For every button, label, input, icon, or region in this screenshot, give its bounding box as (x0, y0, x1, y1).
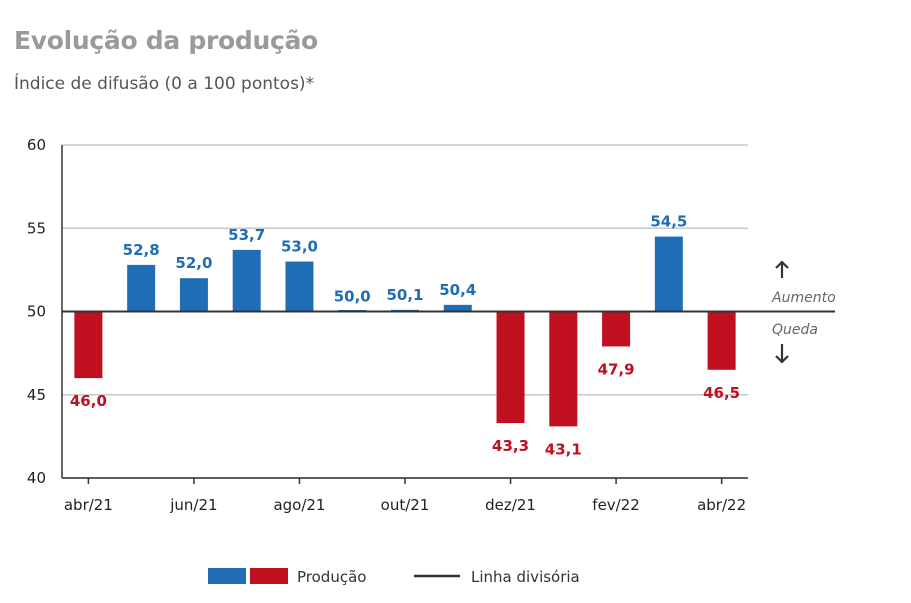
bars (74, 236, 736, 427)
bar-jun/21 (179, 278, 208, 312)
x-tick-label: jun/21 (169, 496, 217, 514)
data-label-mar/22: 54,5 (650, 213, 687, 231)
bar-jul/21 (232, 249, 261, 312)
y-tick-label: 45 (27, 386, 46, 404)
data-label-out/21: 50,1 (386, 286, 423, 304)
data-label-jun/21: 52,0 (175, 254, 212, 272)
chart-title: Evolução da produção (14, 26, 318, 55)
x-tick-label: abr/22 (697, 496, 746, 514)
data-label-jul/21: 53,7 (228, 226, 265, 244)
y-tick-label: 60 (27, 136, 46, 154)
arrow-down-icon (775, 344, 789, 364)
data-label-mai/21: 52,8 (123, 241, 160, 259)
annotation-increase: Aumento (771, 260, 836, 306)
data-label-fev/22: 47,9 (598, 360, 635, 378)
data-label-nov/21: 50,4 (439, 281, 476, 299)
data-label-abr/22: 46,5 (703, 384, 740, 402)
arrow-up-icon (775, 260, 789, 278)
x-tick-label: ago/21 (273, 496, 325, 514)
bar-mai/21 (127, 264, 156, 312)
axes: 40 45 50 55 60 abr/21 jun/21 ago/21 out/21 dez/21… (27, 136, 748, 514)
y-tick-label: 50 (27, 303, 46, 321)
data-label-set/21: 50,0 (334, 288, 371, 306)
bar-ago/21 (285, 261, 314, 312)
bar-fev/22 (602, 311, 631, 347)
x-tick-label: dez/21 (485, 496, 536, 514)
data-label-dez/21: 43,3 (492, 437, 529, 455)
chart-subtitle: Índice de difusão (0 a 100 pontos)* (14, 74, 315, 94)
legend-line-label: Linha divisória (471, 568, 580, 586)
x-tick-label: abr/21 (64, 496, 113, 514)
annotation-up-label: Aumento (771, 290, 836, 306)
bar-abr/22 (707, 311, 736, 370)
y-tick-label: 55 (27, 219, 46, 237)
bar-dez/21 (496, 311, 525, 424)
legend-series-label: Produção (297, 568, 366, 586)
legend-swatch-decrease (250, 568, 288, 584)
data-label-abr/21: 46,0 (70, 392, 107, 410)
data-label-jan/22: 43,1 (545, 440, 582, 458)
bar-mar/22 (654, 236, 683, 312)
bar-jan/22 (549, 311, 578, 427)
annotation-down-label: Queda (772, 322, 818, 338)
x-tick-label: fev/22 (592, 496, 640, 514)
y-tick-label: 40 (27, 469, 46, 487)
x-tick-label: out/21 (381, 496, 430, 514)
annotation-decrease: Queda (772, 322, 818, 364)
bar-abr/21 (74, 311, 103, 379)
legend: Produção Linha divisória (208, 568, 580, 586)
legend-swatch-increase (208, 568, 246, 584)
data-labels: 46,0 52,8 52,0 53,7 53,0 50,0 50,1 50,4 43,3 43,1… (62, 213, 835, 458)
bar-nov/21 (443, 304, 472, 312)
data-label-ago/21: 53,0 (281, 238, 318, 256)
